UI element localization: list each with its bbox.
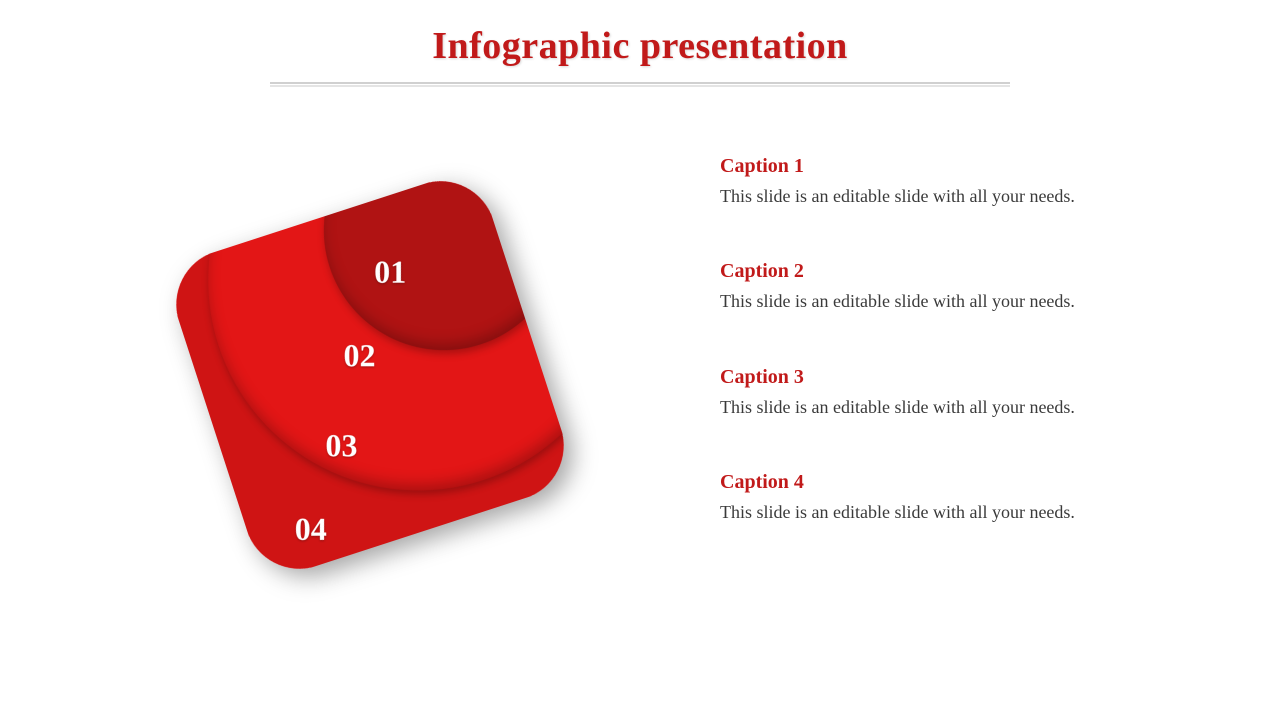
title-divider bbox=[270, 82, 1010, 87]
caption-title-1: Caption 1 bbox=[720, 155, 1200, 178]
caption-block-2: Caption 2 This slide is an editable slid… bbox=[720, 260, 1200, 313]
caption-body-2: This slide is an editable slide with all… bbox=[720, 289, 1200, 313]
caption-block-1: Caption 1 This slide is an editable slid… bbox=[720, 155, 1200, 208]
page-title: Infographic presentation bbox=[0, 0, 1280, 68]
slide: Infographic presentation 01 02 03 04 Cap… bbox=[0, 0, 1280, 720]
caption-block-3: Caption 3 This slide is an editable slid… bbox=[720, 366, 1200, 419]
caption-block-4: Caption 4 This slide is an editable slid… bbox=[720, 471, 1200, 524]
layered-square-graphic: 01 02 03 04 bbox=[118, 123, 622, 627]
caption-title-3: Caption 3 bbox=[720, 366, 1200, 389]
caption-body-3: This slide is an editable slide with all… bbox=[720, 395, 1200, 419]
caption-body-4: This slide is an editable slide with all… bbox=[720, 500, 1200, 524]
caption-title-4: Caption 4 bbox=[720, 471, 1200, 494]
captions-column: Caption 1 This slide is an editable slid… bbox=[720, 155, 1200, 576]
graphic-number-1: 01 bbox=[374, 254, 406, 291]
graphic-number-2: 02 bbox=[344, 337, 376, 374]
divider-bar-bottom bbox=[270, 85, 1010, 87]
graphic-number-4: 04 bbox=[295, 511, 327, 548]
graphic-number-3: 03 bbox=[325, 427, 357, 464]
divider-bar-top bbox=[270, 82, 1010, 84]
caption-body-1: This slide is an editable slide with all… bbox=[720, 184, 1200, 208]
caption-title-2: Caption 2 bbox=[720, 260, 1200, 283]
graphic-base-square: 01 02 03 04 bbox=[162, 167, 578, 583]
